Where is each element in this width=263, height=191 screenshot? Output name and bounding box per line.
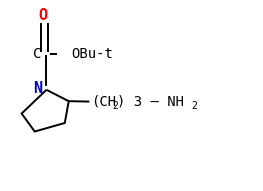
Text: 2: 2 <box>192 101 198 111</box>
Text: C: C <box>33 47 41 61</box>
Text: 2: 2 <box>112 101 118 111</box>
Text: OBu-t: OBu-t <box>71 47 113 61</box>
Text: N: N <box>33 81 42 96</box>
Text: O: O <box>39 8 48 23</box>
Text: (CH: (CH <box>91 95 116 108</box>
Text: ) 3 — NH: ) 3 — NH <box>117 95 184 108</box>
